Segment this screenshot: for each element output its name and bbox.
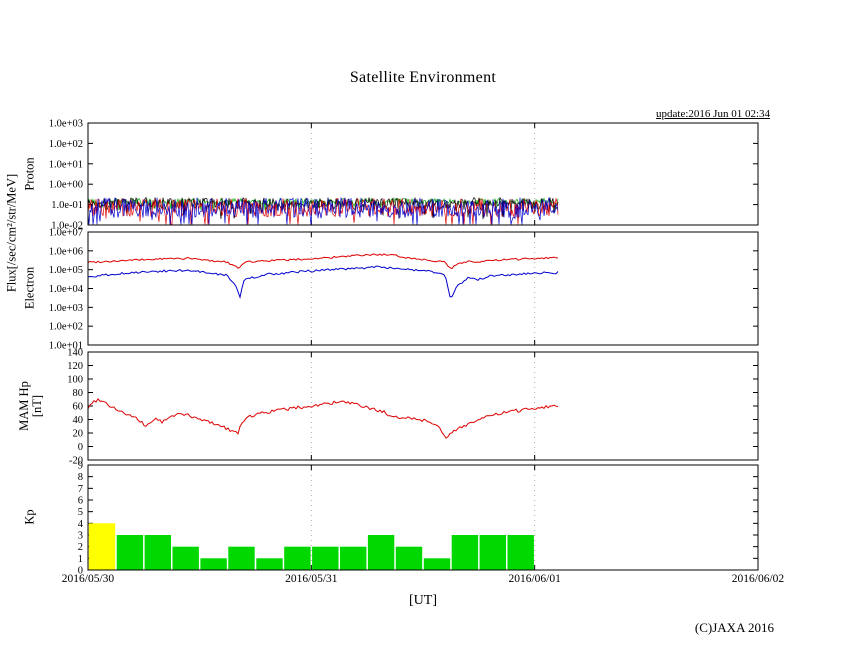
copyright: (C)JAXA 2016	[694, 620, 774, 635]
svg-text:120: 120	[67, 361, 83, 372]
svg-text:1.0e+04: 1.0e+04	[49, 284, 84, 295]
svg-text:9: 9	[78, 461, 83, 472]
svg-text:2016/06/02: 2016/06/02	[732, 573, 785, 585]
svg-text:-20: -20	[69, 456, 83, 467]
svg-text:20: 20	[73, 429, 84, 440]
svg-text:1.0e+00: 1.0e+00	[49, 180, 83, 191]
electron-axis-label: Electron	[22, 266, 37, 310]
ut-axis-label: [UT]	[409, 593, 437, 608]
svg-text:1.0e+06: 1.0e+06	[49, 246, 83, 257]
svg-text:2016/05/30: 2016/05/30	[62, 573, 115, 585]
svg-text:5: 5	[78, 507, 83, 518]
flux-axis-label: Flux[/sec/cm²/str/MeV]	[4, 173, 19, 293]
svg-text:1.0e+05: 1.0e+05	[49, 265, 83, 276]
svg-text:1.0e+01: 1.0e+01	[49, 159, 83, 170]
mam-hp-axis-label: MAM Hp [nT]	[17, 381, 44, 431]
svg-text:100: 100	[67, 375, 83, 386]
kp-axis-label: Kp	[22, 509, 37, 525]
mam-hp-axis-label-line2: [nT]	[30, 394, 44, 418]
svg-text:0: 0	[78, 442, 83, 453]
update-timestamp: update:2016 Jun 01 02:34	[656, 108, 770, 120]
svg-text:8: 8	[78, 472, 83, 483]
svg-text:0: 0	[78, 566, 83, 577]
svg-text:1.0e-01: 1.0e-01	[51, 200, 83, 211]
svg-text:1.0e-02: 1.0e-02	[51, 221, 83, 232]
svg-text:1: 1	[78, 554, 83, 565]
svg-text:4: 4	[78, 519, 84, 530]
svg-text:1.0e+02: 1.0e+02	[49, 322, 83, 333]
svg-text:140: 140	[67, 348, 83, 359]
svg-text:2016/05/31: 2016/05/31	[285, 573, 338, 585]
svg-text:1.0e+02: 1.0e+02	[49, 139, 83, 150]
svg-text:7: 7	[78, 484, 83, 495]
svg-text:60: 60	[73, 402, 84, 413]
chart-title: Satellite Environment	[349, 69, 497, 86]
svg-text:2016/06/01: 2016/06/01	[508, 573, 561, 585]
proton-axis-label: Proton	[22, 157, 37, 191]
svg-text:80: 80	[73, 388, 84, 399]
svg-text:1.0e+03: 1.0e+03	[49, 119, 83, 130]
svg-text:6: 6	[78, 496, 83, 507]
svg-text:3: 3	[78, 531, 83, 542]
svg-text:1.0e+03: 1.0e+03	[49, 303, 83, 314]
svg-text:1.0e+07: 1.0e+07	[49, 228, 83, 239]
svg-text:2: 2	[78, 542, 83, 553]
svg-text:1.0e+01: 1.0e+01	[49, 341, 83, 352]
svg-text:40: 40	[73, 415, 84, 426]
